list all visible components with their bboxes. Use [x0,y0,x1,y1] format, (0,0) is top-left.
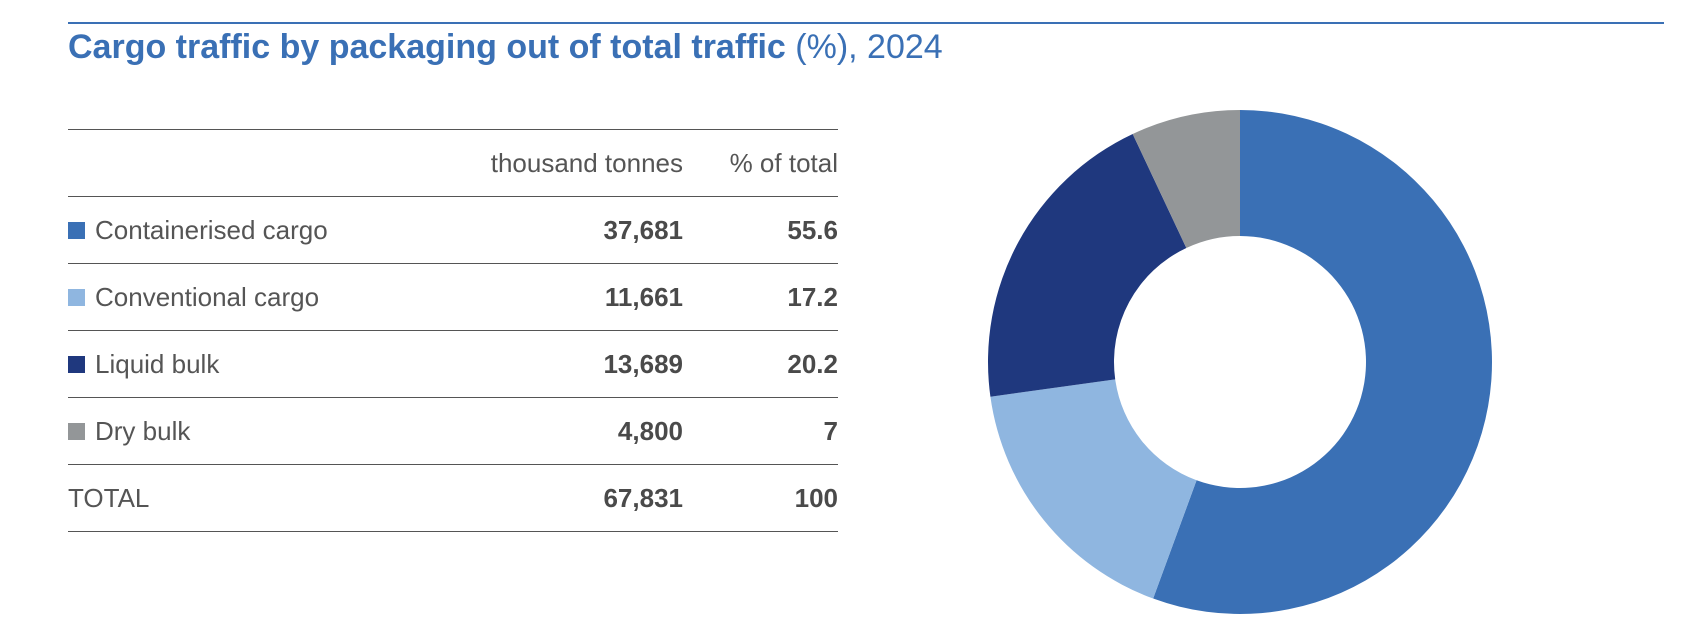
table-row: Liquid bulk 13,689 20.2 [68,330,838,398]
legend-swatch-containerised [68,221,85,239]
header-label [68,129,398,197]
row-label-liquid-bulk: Liquid bulk [95,348,220,379]
row-tonnes-containerised: 37,681 [398,196,683,264]
row-tonnes-dry-bulk: 4,800 [398,397,683,465]
cargo-table: thousand tonnes % of total Containerised… [68,129,838,532]
total-label: TOTAL [68,464,398,532]
legend-swatch-dry-bulk [68,422,85,440]
chart-title-rest: (%), 2024 [785,28,943,66]
row-pct-dry-bulk: 7 [683,397,838,465]
table-row: Containerised cargo 37,681 55.6 [68,196,838,264]
legend-swatch-liquid-bulk [68,355,85,373]
table-total-row: TOTAL 67,831 100 [68,464,838,532]
table-header-row: thousand tonnes % of total [68,129,838,197]
row-pct-containerised: 55.6 [683,196,838,264]
row-pct-conventional: 17.2 [683,263,838,331]
donut-slice-containerised [1153,110,1492,614]
total-tonnes: 67,831 [398,464,683,532]
table-row: Conventional cargo 11,661 17.2 [68,263,838,331]
row-pct-liquid-bulk: 20.2 [683,330,838,398]
chart-title-bold: Cargo traffic by packaging out of total … [68,28,786,66]
row-label-dry-bulk: Dry bulk [95,415,191,446]
row-label-containerised: Containerised cargo [95,214,328,245]
donut-slice-dry-bulk [1132,110,1240,248]
donut-slice-conventional [990,379,1197,599]
header-percent-of-total: % of total [683,129,838,197]
row-label-conventional: Conventional cargo [95,281,320,312]
row-tonnes-liquid-bulk: 13,689 [398,330,683,398]
donut-chart [988,110,1492,614]
donut-slice-liquid-bulk [988,133,1187,397]
legend-swatch-conventional [68,288,85,306]
total-pct: 100 [683,464,838,532]
table-row: Dry bulk 4,800 7 [68,397,838,465]
row-tonnes-conventional: 11,661 [398,263,683,331]
header-thousand-tonnes: thousand tonnes [398,129,683,197]
chart-title: Cargo traffic by packaging out of total … [68,28,943,67]
top-rule [68,22,1664,24]
